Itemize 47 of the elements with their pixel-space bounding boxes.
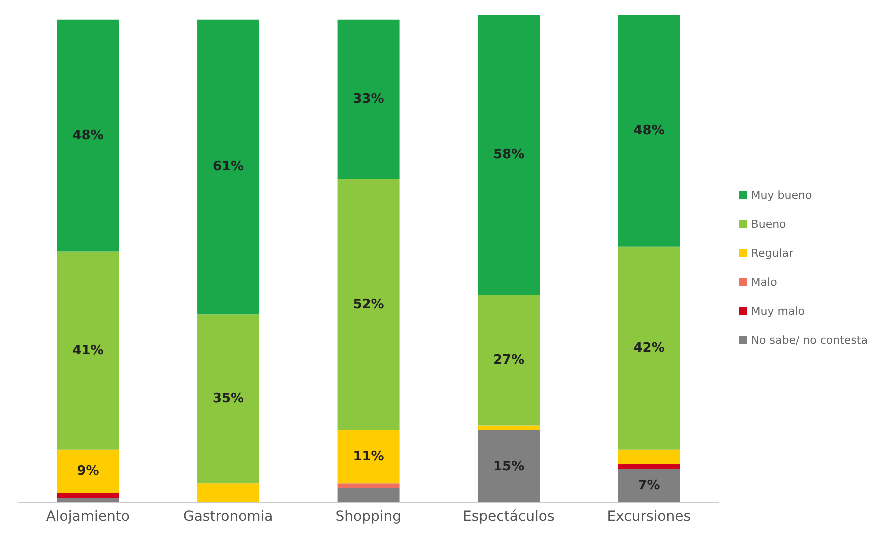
legend-label: Muy malo bbox=[751, 304, 806, 318]
data-label: 58% bbox=[493, 148, 525, 163]
bar bbox=[618, 246, 680, 450]
bar bbox=[198, 484, 260, 503]
bar bbox=[618, 469, 680, 503]
bar bbox=[618, 15, 680, 247]
bar bbox=[618, 464, 680, 470]
bar bbox=[57, 450, 120, 494]
bar bbox=[478, 426, 540, 431]
bar bbox=[478, 295, 540, 426]
data-label: 48% bbox=[72, 128, 104, 144]
legend-label: Bueno bbox=[751, 218, 786, 230]
bar bbox=[57, 20, 120, 252]
bar bbox=[57, 252, 120, 450]
bar bbox=[198, 20, 260, 315]
legend-label: Regular bbox=[751, 246, 794, 260]
bar bbox=[338, 484, 400, 489]
data-label: 41% bbox=[72, 343, 104, 358]
data-label: 35% bbox=[212, 392, 244, 407]
x-tick-label: Excursiones bbox=[607, 508, 692, 525]
bar bbox=[338, 20, 400, 180]
data-label: 11% bbox=[353, 450, 384, 465]
bar bbox=[198, 314, 260, 484]
x-tick-label: Shopping bbox=[336, 508, 402, 525]
bar bbox=[478, 430, 540, 503]
bar bbox=[57, 498, 120, 503]
data-label: 27% bbox=[493, 352, 525, 368]
data-label: 9% bbox=[77, 464, 100, 480]
data-label: 61% bbox=[212, 160, 244, 175]
data-label: 7% bbox=[638, 478, 660, 494]
data-label: 15% bbox=[493, 459, 525, 474]
bar bbox=[338, 488, 400, 503]
data-label: 52% bbox=[353, 297, 384, 312]
legend-label: Muy bueno bbox=[751, 188, 812, 202]
bar bbox=[478, 15, 540, 296]
legend-label: No sabe/ no contesta bbox=[751, 334, 868, 346]
bar bbox=[338, 179, 400, 431]
bar bbox=[618, 450, 680, 464]
bar bbox=[338, 430, 400, 484]
data-label: 33% bbox=[353, 92, 384, 108]
data-label: 42% bbox=[634, 340, 665, 356]
data-label: 48% bbox=[634, 123, 665, 138]
x-tick-label: Espectáculos bbox=[463, 508, 555, 525]
x-tick-label: Alojamiento bbox=[46, 508, 130, 525]
x-tick-label: Gastronomia bbox=[184, 508, 274, 525]
legend-label: Malo bbox=[751, 276, 778, 288]
bar bbox=[57, 493, 120, 498]
